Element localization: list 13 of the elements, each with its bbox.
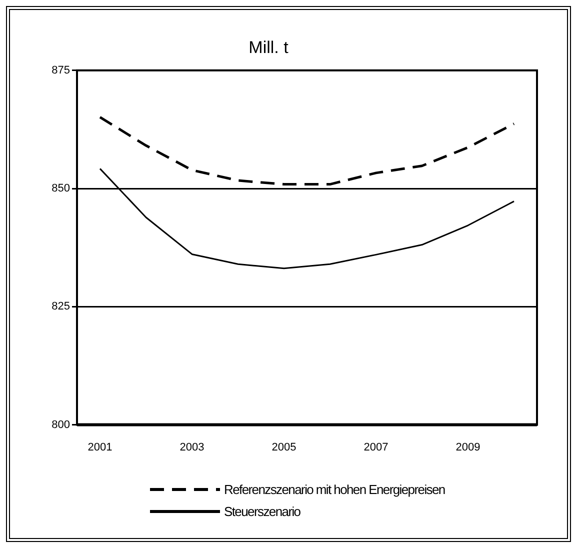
- x-tick-label: 2001: [88, 441, 112, 454]
- legend-label: Referenzszenario mit hohen Energiepreisen: [224, 482, 445, 496]
- x-tick-label: 2003: [180, 441, 204, 454]
- legend-label: Steuerszenario: [224, 504, 300, 518]
- x-tick-label: 2005: [272, 441, 296, 454]
- y-tick-label: 825: [52, 300, 70, 313]
- y-tick-label: 800: [52, 418, 70, 431]
- y-tick-label: 875: [52, 64, 70, 76]
- y-tick-label: 850: [52, 182, 70, 195]
- line-series: [98, 116, 516, 186]
- chart-title: Mill. t: [248, 38, 289, 57]
- x-tick-label: 2007: [364, 441, 388, 454]
- x-tick-label: 2009: [456, 441, 480, 454]
